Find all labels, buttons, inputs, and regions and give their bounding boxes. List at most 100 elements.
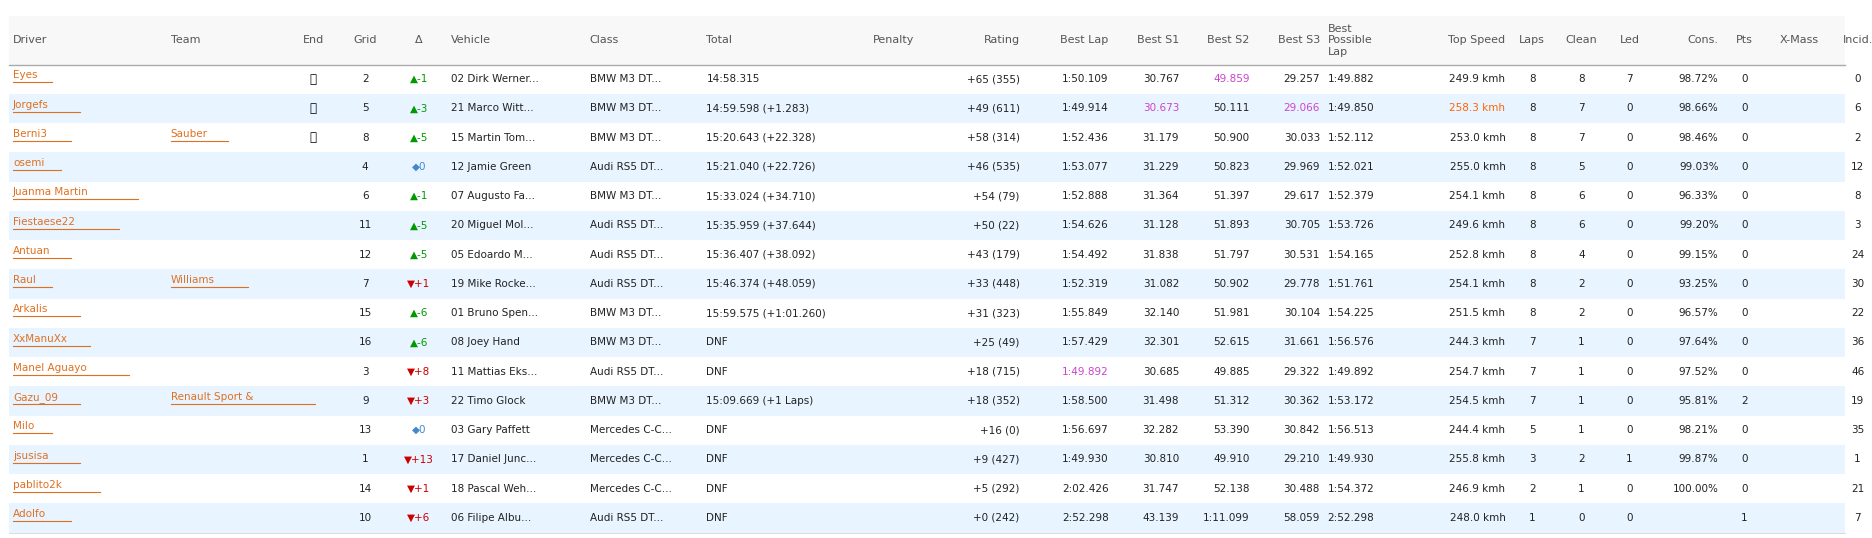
Text: 13: 13	[359, 425, 373, 435]
Text: 98.46%: 98.46%	[1679, 133, 1718, 143]
Text: Mercedes C-C...: Mercedes C-C...	[590, 425, 672, 435]
Text: Best S1: Best S1	[1136, 36, 1179, 45]
Text: Grid: Grid	[354, 36, 376, 45]
Text: 52.138: 52.138	[1213, 484, 1249, 494]
Text: 31.747: 31.747	[1142, 484, 1179, 494]
Text: Audi RS5 DT...: Audi RS5 DT...	[590, 162, 663, 172]
Text: 31.082: 31.082	[1142, 279, 1179, 289]
Text: Incid.: Incid.	[1842, 36, 1872, 45]
Text: 0: 0	[1741, 279, 1748, 289]
Text: 1:52.379: 1:52.379	[1327, 191, 1374, 201]
Text: 15:59.575 (+1:01.260): 15:59.575 (+1:01.260)	[706, 308, 826, 318]
Text: 1:52.888: 1:52.888	[1061, 191, 1108, 201]
Text: 51.312: 51.312	[1213, 396, 1249, 406]
Text: 1:51.761: 1:51.761	[1327, 279, 1374, 289]
Text: 19: 19	[1851, 396, 1865, 406]
Text: DNF: DNF	[706, 367, 728, 377]
Text: 2: 2	[1578, 308, 1586, 318]
Text: 1:53.077: 1:53.077	[1061, 162, 1108, 172]
Text: 1:49.930: 1:49.930	[1061, 455, 1108, 464]
Bar	[9, 123, 1844, 152]
Bar	[9, 94, 1844, 123]
Text: BMW M3 DT...: BMW M3 DT...	[590, 308, 661, 318]
Text: 97.64%: 97.64%	[1679, 337, 1718, 348]
Text: 30.673: 30.673	[1142, 103, 1179, 114]
Text: 6: 6	[1578, 191, 1586, 201]
Text: Cons.: Cons.	[1687, 36, 1718, 45]
Text: 🥇: 🥇	[309, 73, 316, 86]
Text: Audi RS5 DT...: Audi RS5 DT...	[590, 221, 663, 230]
Text: 6: 6	[1855, 103, 1861, 114]
Text: 258.3 kmh: 258.3 kmh	[1449, 103, 1505, 114]
Text: 244.3 kmh: 244.3 kmh	[1449, 337, 1505, 348]
Text: +50 (22): +50 (22)	[973, 221, 1020, 230]
Text: 0: 0	[1627, 484, 1632, 494]
Text: 96.57%: 96.57%	[1679, 308, 1718, 318]
Text: Possible: Possible	[1327, 36, 1372, 45]
Text: Penalty: Penalty	[872, 36, 915, 45]
Text: 0: 0	[1627, 396, 1632, 406]
Text: ▲-5: ▲-5	[410, 250, 429, 260]
Text: 8: 8	[1529, 103, 1535, 114]
Text: BMW M3 DT...: BMW M3 DT...	[590, 191, 661, 201]
Text: Lap: Lap	[1327, 47, 1348, 57]
Text: +54 (79): +54 (79)	[973, 191, 1020, 201]
Text: ▼+13: ▼+13	[404, 455, 434, 464]
Text: 49.885: 49.885	[1213, 367, 1249, 377]
Text: Williams: Williams	[170, 275, 215, 285]
Text: 29.257: 29.257	[1284, 74, 1320, 84]
Text: 6: 6	[1578, 221, 1586, 230]
Text: Total: Total	[706, 36, 732, 45]
Text: 0: 0	[1741, 484, 1748, 494]
Text: 249.9 kmh: 249.9 kmh	[1449, 74, 1505, 84]
Text: 06 Filipe Albu...: 06 Filipe Albu...	[451, 513, 532, 523]
Text: 51.893: 51.893	[1213, 221, 1249, 230]
Text: End: End	[303, 36, 324, 45]
Text: 30.104: 30.104	[1284, 308, 1320, 318]
Bar	[9, 152, 1844, 181]
Text: 18 Pascal Weh...: 18 Pascal Weh...	[451, 484, 535, 494]
Text: 0: 0	[1578, 513, 1584, 523]
Text: Audi RS5 DT...: Audi RS5 DT...	[590, 250, 663, 260]
Text: 1: 1	[1578, 337, 1586, 348]
Text: Adolfo: Adolfo	[13, 509, 47, 519]
Text: 6: 6	[361, 191, 369, 201]
Text: 7: 7	[1529, 367, 1535, 377]
Text: 248.0 kmh: 248.0 kmh	[1449, 513, 1505, 523]
Text: 2:52.298: 2:52.298	[1061, 513, 1108, 523]
Text: 254.1 kmh: 254.1 kmh	[1449, 279, 1505, 289]
Text: 22: 22	[1851, 308, 1865, 318]
Text: 7: 7	[361, 279, 369, 289]
Bar	[9, 415, 1844, 445]
Text: 1:52.436: 1:52.436	[1061, 133, 1108, 143]
Text: DNF: DNF	[706, 425, 728, 435]
Text: 0: 0	[1741, 250, 1748, 260]
Text: 2: 2	[1855, 133, 1861, 143]
Text: ◆0: ◆0	[412, 425, 427, 435]
Text: 14: 14	[359, 484, 373, 494]
Text: 3: 3	[361, 367, 369, 377]
Text: 1:56.513: 1:56.513	[1327, 425, 1374, 435]
Text: 1: 1	[1578, 425, 1586, 435]
Text: 08 Joey Hand: 08 Joey Hand	[451, 337, 519, 348]
Text: 99.87%: 99.87%	[1679, 455, 1718, 464]
Text: Raul: Raul	[13, 275, 36, 285]
Text: 98.21%: 98.21%	[1679, 425, 1718, 435]
Text: 12: 12	[1851, 162, 1865, 172]
Text: 98.72%: 98.72%	[1679, 74, 1718, 84]
Text: X-Mass: X-Mass	[1780, 36, 1820, 45]
Text: 15:33.024 (+34.710): 15:33.024 (+34.710)	[706, 191, 816, 201]
Text: 12: 12	[359, 250, 373, 260]
Text: 31.179: 31.179	[1142, 133, 1179, 143]
Text: 29.617: 29.617	[1284, 191, 1320, 201]
Text: 1:54.165: 1:54.165	[1327, 250, 1374, 260]
Text: 2: 2	[1741, 396, 1748, 406]
Text: 0: 0	[1627, 513, 1632, 523]
Text: 16: 16	[359, 337, 373, 348]
Text: +0 (242): +0 (242)	[973, 513, 1020, 523]
Text: 01 Bruno Spen...: 01 Bruno Spen...	[451, 308, 537, 318]
Text: +18 (352): +18 (352)	[966, 396, 1020, 406]
Text: Eyes: Eyes	[13, 70, 37, 80]
Text: Renault Sport &: Renault Sport &	[170, 392, 253, 402]
Text: 30.531: 30.531	[1284, 250, 1320, 260]
